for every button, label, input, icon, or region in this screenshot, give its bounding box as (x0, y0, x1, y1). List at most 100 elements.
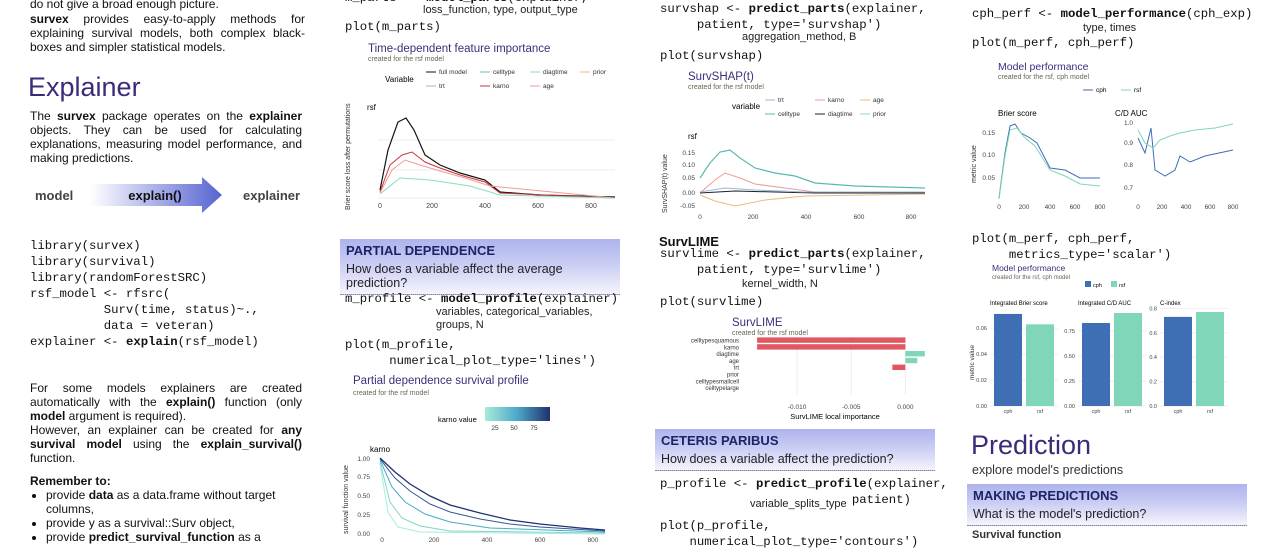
y-tick-label: 0.02 (976, 378, 987, 384)
y-tick-label: 1.00 (357, 456, 370, 463)
y-tick-label: 0.75 (1064, 329, 1075, 335)
x-tick-label: -0.005 (842, 404, 861, 411)
y-tick-label: 0.50 (1064, 354, 1075, 360)
legend-entry: age (543, 83, 554, 90)
code: plot(m_parts) (345, 19, 441, 35)
legend-title: variable (732, 102, 761, 111)
y-tick-label: karno (724, 345, 740, 351)
section-title: MAKING PREDICTIONS (973, 488, 1119, 503)
y-tick-label: celltypesmallcell (696, 379, 739, 385)
x-ticks: 0 200 400 600 800 (378, 203, 597, 210)
scalar-performance-plot: Model performance created for the rsf, c… (969, 263, 1228, 414)
list-item: provide y as a survival::Surv object, (46, 516, 308, 530)
y-tick-label: 0.2 (1149, 380, 1157, 386)
line: plot(m_profile, (345, 337, 596, 353)
text: plot(survlime) (660, 295, 764, 309)
plot-subtitle: created for the rsf, cph model (998, 74, 1089, 81)
bold-text: predict_profile (755, 477, 867, 491)
y-tick-label: 0.04 (976, 352, 987, 358)
line: plot(survlime) (660, 294, 763, 310)
legend: full model celltype diagtime prior trt k… (426, 69, 607, 90)
legend-ticks: 25 50 75 (491, 425, 538, 432)
text: function. (30, 451, 76, 465)
legend-entry: diagtime (543, 69, 568, 76)
flow-call: explain() (128, 188, 181, 203)
y-tick-label: 0.15 (982, 130, 995, 137)
bar (994, 313, 1022, 406)
line: library(survival) (30, 254, 259, 270)
legend-entry: trt (778, 97, 784, 104)
legend-swatch (1111, 281, 1117, 287)
remember-list: provide data as a data.frame without tar… (30, 488, 308, 544)
line: numerical_plot_type='contours') (660, 534, 919, 550)
text: (explainer, (844, 247, 926, 261)
x-tick-label: 800 (1095, 204, 1106, 211)
text: patient) (660, 493, 911, 507)
text: data = veteran) (30, 319, 215, 333)
text: plot(p_profile, (660, 519, 771, 533)
y-tick-label: 0.05 (982, 175, 995, 182)
feature-importance-plot: Time-dependent feature importance create… (345, 43, 616, 210)
text: survlime <- (660, 247, 749, 261)
x-tick-label: 800 (1228, 204, 1239, 211)
y-tick-label: trt (734, 366, 740, 372)
plot-subtitle: created for the rsf model (353, 390, 429, 397)
y-tick-label: 0.8 (1124, 162, 1133, 169)
bar (1164, 316, 1192, 406)
legend-entry: celltype (778, 111, 800, 118)
text: function (only (215, 395, 302, 409)
x-tick-label: 800 (588, 537, 599, 544)
paragraph: The survex package operates on the expla… (30, 109, 302, 165)
x-tick-label: 600 (532, 203, 544, 210)
curve (379, 151, 616, 199)
x-tick-label: cph (1174, 409, 1183, 414)
x-tick-label: 200 (429, 537, 440, 544)
code: plot(p_profile, numerical_plot_type='con… (660, 518, 918, 550)
y-ticks: 1.00 0.75 0.50 0.25 0.00 (357, 456, 370, 538)
legend-entry: cph (1096, 87, 1107, 94)
line: cph_perf <- model_performance(cph_exp) (972, 6, 1252, 22)
panel-label: karno (370, 445, 391, 454)
bold-text: survex (56, 109, 96, 123)
text: library(survex) (30, 239, 141, 253)
y-tick-label: 0.9 (1124, 140, 1133, 147)
bold-text: predict_parts (748, 247, 845, 261)
plot-subtitle: created for the rsf, cph model (992, 275, 1070, 281)
y-tick-label: 0.25 (1064, 379, 1075, 385)
legend-entry: diagtime (828, 111, 853, 118)
bold-text: predict_parts (748, 2, 845, 16)
text: provide (46, 488, 89, 502)
curve (379, 177, 616, 199)
curves (998, 123, 1234, 200)
subheading: explore model's predictions (972, 463, 1124, 477)
paragraph: survex provides easy-to-apply methods fo… (30, 12, 305, 54)
x-ticks: 0 200 400 600 800 (698, 214, 917, 221)
text: numerical_plot_type='lines') (345, 354, 596, 368)
x-tick-label: 800 (906, 214, 917, 221)
model-performance-plot: Model performance created for the rsf, c… (971, 61, 1239, 211)
bold-text: predict_survival_function (88, 530, 235, 544)
arrow (90, 177, 222, 213)
x-tick-label: 600 (535, 537, 546, 544)
line: survlime <- predict_parts(explainer, (660, 246, 926, 262)
text: p_profile <- (660, 477, 756, 491)
legend-entry: karno (493, 83, 510, 90)
plot-title: Model performance (998, 61, 1089, 73)
x-tick-label: rsf (1207, 409, 1214, 414)
text: argument is required). (65, 409, 187, 423)
line: numerical_plot_type='lines') (345, 353, 596, 369)
y-label: SurvSHAP(t) value (662, 154, 669, 213)
line: patient, type='survlime') (660, 262, 926, 278)
text: metrics_type='scalar') (972, 248, 1172, 262)
x-tick-label: 800 (585, 203, 597, 210)
section-header: MAKING PREDICTIONS What is the model's p… (967, 484, 1247, 526)
line: plot(m_perf, cph_perf, (972, 231, 1171, 247)
y-tick-label: 0.4 (1149, 355, 1157, 361)
args: variable_splits_type (750, 498, 847, 510)
list-item: provide predict_survival_function as a (46, 530, 308, 544)
x-tick-label: rsf (1125, 409, 1132, 414)
x-tick-label: 400 (482, 537, 493, 544)
heading: Explainer (28, 72, 141, 102)
remember-title: Remember to: (30, 474, 111, 488)
line: plot(p_profile, (660, 518, 918, 534)
